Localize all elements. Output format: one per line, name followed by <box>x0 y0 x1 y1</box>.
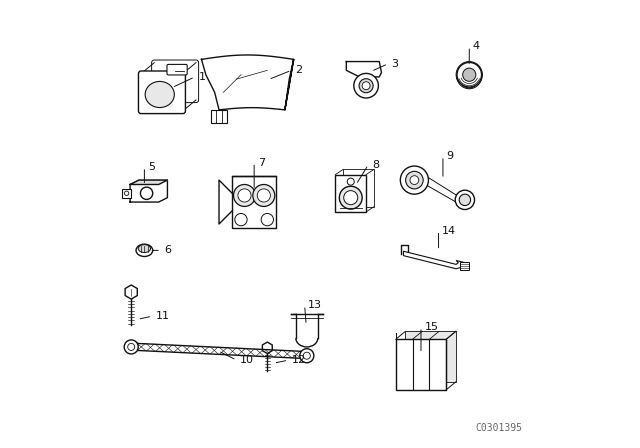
Circle shape <box>261 213 273 226</box>
Circle shape <box>406 171 423 189</box>
Text: 11: 11 <box>156 311 170 321</box>
Circle shape <box>354 73 378 98</box>
Circle shape <box>235 213 247 226</box>
Polygon shape <box>138 344 301 358</box>
Circle shape <box>124 340 138 354</box>
Bar <box>211 110 227 123</box>
Text: 6: 6 <box>164 246 172 255</box>
Bar <box>232 176 276 228</box>
Circle shape <box>401 166 428 194</box>
Text: 7: 7 <box>258 158 265 168</box>
Circle shape <box>359 79 373 93</box>
Circle shape <box>348 178 355 185</box>
Circle shape <box>459 194 470 206</box>
Circle shape <box>455 190 474 210</box>
Polygon shape <box>262 342 272 353</box>
FancyBboxPatch shape <box>167 65 187 75</box>
Text: 9: 9 <box>447 151 454 161</box>
Polygon shape <box>346 61 381 77</box>
Bar <box>405 332 456 382</box>
Circle shape <box>140 187 153 199</box>
Circle shape <box>463 68 476 82</box>
Circle shape <box>253 185 275 207</box>
Circle shape <box>234 185 255 207</box>
Circle shape <box>461 72 477 88</box>
Circle shape <box>457 64 481 89</box>
Text: 1: 1 <box>198 72 205 82</box>
Ellipse shape <box>138 245 150 253</box>
Text: 15: 15 <box>424 322 438 332</box>
Polygon shape <box>125 285 138 299</box>
Circle shape <box>410 176 419 185</box>
Circle shape <box>300 349 314 363</box>
Text: 4: 4 <box>473 41 480 51</box>
Polygon shape <box>202 55 294 110</box>
Circle shape <box>457 62 481 87</box>
Circle shape <box>257 189 270 202</box>
FancyBboxPatch shape <box>138 71 186 114</box>
Circle shape <box>128 344 135 350</box>
Circle shape <box>238 189 251 202</box>
Circle shape <box>456 61 483 88</box>
Text: 13: 13 <box>308 300 322 310</box>
Polygon shape <box>130 180 168 185</box>
Text: 2: 2 <box>295 65 302 75</box>
Text: 8: 8 <box>372 160 379 170</box>
Text: 14: 14 <box>442 226 456 236</box>
Text: 10: 10 <box>240 355 254 365</box>
Circle shape <box>303 352 310 359</box>
Bar <box>343 169 374 207</box>
Text: 3: 3 <box>392 59 399 69</box>
Ellipse shape <box>145 82 174 108</box>
Text: 12: 12 <box>292 355 306 365</box>
FancyBboxPatch shape <box>152 60 198 103</box>
Text: 5: 5 <box>148 162 155 172</box>
Bar <box>460 262 469 270</box>
Circle shape <box>460 69 479 88</box>
Circle shape <box>344 191 358 205</box>
Bar <box>122 189 131 198</box>
Bar <box>335 175 366 212</box>
Polygon shape <box>403 251 467 269</box>
Circle shape <box>362 82 370 90</box>
Circle shape <box>124 191 129 195</box>
Polygon shape <box>426 176 458 203</box>
Polygon shape <box>130 180 168 202</box>
Ellipse shape <box>136 244 153 257</box>
Circle shape <box>339 186 362 209</box>
Bar <box>396 339 446 390</box>
Text: C0301395: C0301395 <box>475 422 522 433</box>
